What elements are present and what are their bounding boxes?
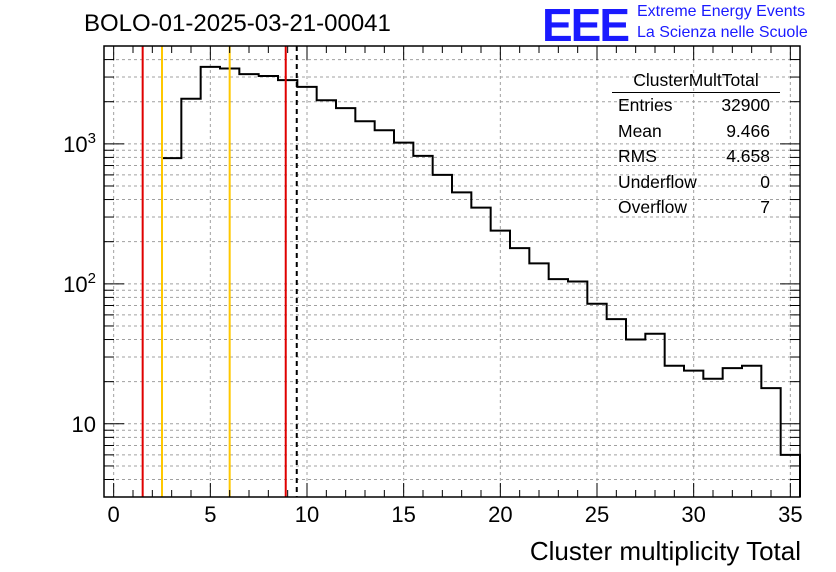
stats-row: Overflow 7 bbox=[612, 195, 780, 221]
x-tick-label: 25 bbox=[585, 502, 609, 527]
stats-row: RMS 4.658 bbox=[612, 144, 780, 170]
stats-label: RMS bbox=[618, 146, 657, 166]
stats-value: 0 bbox=[760, 171, 770, 192]
eee-logo: EEE bbox=[542, 0, 630, 51]
stats-label: Entries bbox=[618, 95, 673, 115]
x-tick-label: 35 bbox=[778, 502, 802, 527]
x-tick-label: 10 bbox=[295, 502, 319, 527]
stats-row: Entries 32900 bbox=[612, 93, 780, 119]
stats-value: 9.466 bbox=[726, 120, 770, 141]
x-tick-label: 0 bbox=[108, 502, 120, 527]
y-tick-label: 102 bbox=[63, 270, 96, 297]
y-tick-label: 103 bbox=[63, 130, 96, 157]
x-tick-label: 30 bbox=[681, 502, 705, 527]
stats-title: ClusterMultTotal bbox=[612, 70, 780, 93]
stats-row: Mean 9.466 bbox=[612, 119, 780, 145]
stats-box: ClusterMultTotal Entries 32900 Mean 9.466 … bbox=[612, 70, 780, 221]
stats-label: Overflow bbox=[618, 197, 688, 217]
y-tick-label: 10 bbox=[72, 412, 96, 437]
stats-row: Underflow 0 bbox=[612, 170, 780, 196]
plot-frame bbox=[103, 45, 801, 498]
stats-value: 32900 bbox=[721, 95, 770, 115]
x-tick-label: 20 bbox=[488, 502, 512, 527]
x-tick-label: 5 bbox=[204, 502, 216, 527]
x-axis-label: Cluster multiplicity Total bbox=[530, 536, 801, 566]
chart-title: BOLO-01-2025-03-21-00041 bbox=[84, 10, 391, 37]
histogram-series bbox=[161, 65, 801, 497]
stats-value: 4.658 bbox=[726, 146, 770, 166]
logo-caption-line1: Extreme Energy Events bbox=[637, 3, 806, 20]
stats-label: Mean bbox=[618, 120, 662, 141]
x-tick-label: 15 bbox=[391, 502, 415, 527]
logo-caption-line2: La Scienza nelle Scuole bbox=[637, 24, 808, 41]
stats-label: Underflow bbox=[618, 171, 697, 192]
stats-value: 7 bbox=[760, 197, 770, 217]
